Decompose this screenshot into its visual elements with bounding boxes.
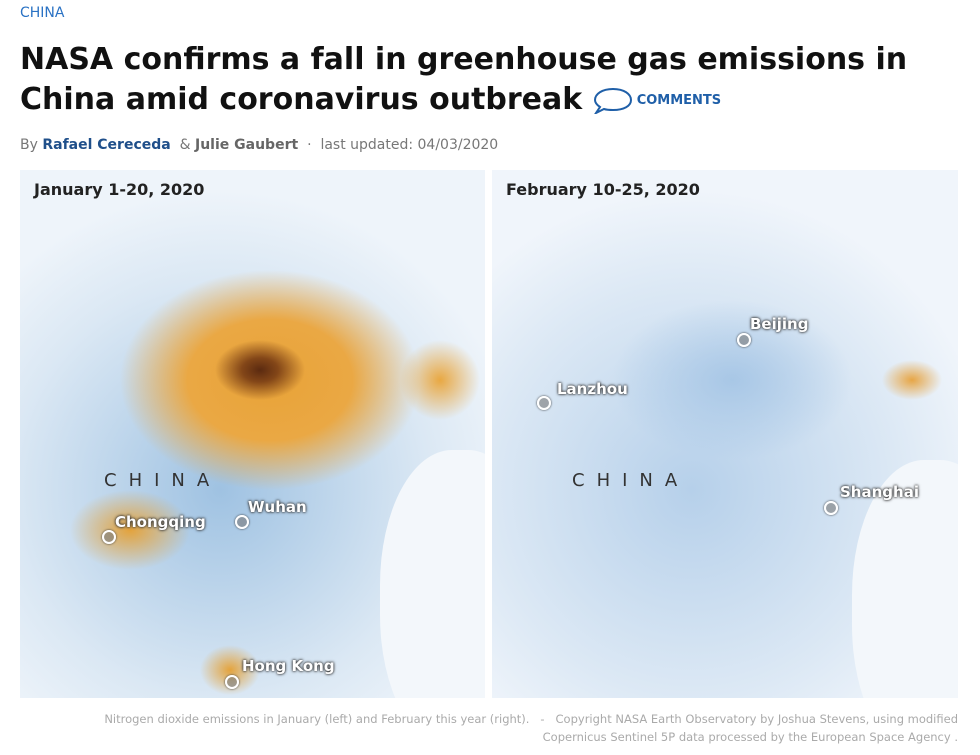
country-label: CHINA <box>104 470 222 491</box>
byline-dot: · <box>307 137 312 153</box>
map: February 10-25, 2020 CHINA Beijing Lanzhou S… <box>492 170 958 698</box>
byline: By Rafael Cereceda & Julie Gaubert · las… <box>20 137 498 153</box>
map-title: January 1-20, 2020 <box>34 180 205 199</box>
city-label: Beijing <box>750 315 809 333</box>
updated: last updated: 04/03/2020 <box>320 137 499 153</box>
sea <box>380 450 485 698</box>
byline-separator: & <box>179 137 191 153</box>
headline: NASA confirms a fall in greenhouse gas e… <box>20 40 940 121</box>
city-label: Wuhan <box>248 498 307 516</box>
caption: Nitrogen dioxide emissions in January (l… <box>78 710 958 746</box>
comments-link[interactable]: COMMENTS <box>592 87 722 116</box>
comments-label: COMMENTS <box>636 92 722 108</box>
headline-text: NASA confirms a fall in greenhouse gas e… <box>20 42 908 117</box>
city-marker <box>737 333 751 347</box>
map-title: February 10-25, 2020 <box>506 180 700 199</box>
author[interactable]: Rafael Cereceda <box>42 137 171 153</box>
caption-separator: - <box>540 712 545 726</box>
city-marker <box>225 675 239 689</box>
map: January 1-20, 2020 CHINA Wuhan Chongqing Hon… <box>20 170 485 698</box>
byline-prefix: By <box>20 137 38 153</box>
city-marker <box>235 515 249 529</box>
section-link[interactable]: CHINA <box>20 5 65 21</box>
city-label: Chongqing <box>115 513 206 531</box>
city-label: Lanzhou <box>557 380 628 398</box>
country-label: CHINA <box>572 470 690 491</box>
city-label: Shanghai <box>840 483 919 501</box>
caption-credit: Copyright NASA Earth Observatory by Josh… <box>542 712 958 744</box>
caption-text: Nitrogen dioxide emissions in January (l… <box>104 712 530 726</box>
city-marker <box>824 501 838 515</box>
comments-icon <box>592 87 632 116</box>
city-marker <box>537 396 551 410</box>
city-label: Hong Kong <box>242 657 335 675</box>
city-marker <box>102 530 116 544</box>
author[interactable]: Julie Gaubert <box>195 137 299 153</box>
